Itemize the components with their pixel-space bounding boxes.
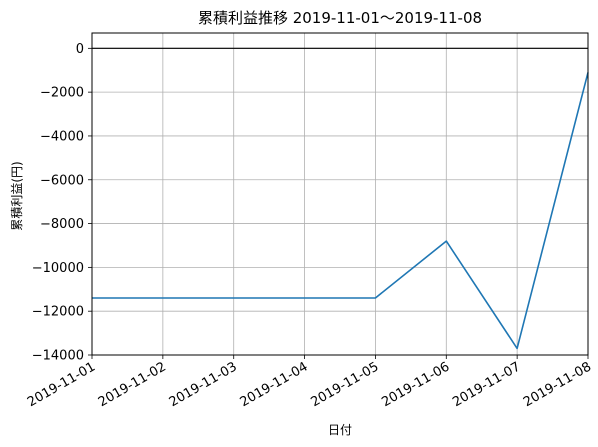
x-tick-label: 2019-11-03 [167,359,240,410]
x-tick-label: 2019-11-08 [521,359,594,410]
y-tick-label: −2000 [40,86,84,101]
y-tick-label: −10000 [32,261,84,276]
x-tick-label: 2019-11-04 [238,359,311,410]
x-tick-label: 2019-11-01 [25,359,98,410]
x-axis-label: 日付 [328,423,352,437]
series-layer [92,72,589,350]
y-tick-label: −14000 [32,349,84,364]
x-axis-ticks: 2019-11-012019-11-022019-11-032019-11-04… [25,355,594,410]
y-axis-ticks: 0 −2000 −4000 −6000 −8000 −10000 −12000 −14000 [32,42,92,364]
x-tick-label: 2019-11-05 [308,359,381,410]
x-tick-label: 2019-11-02 [96,359,169,410]
plot-area-frame [91,32,589,356]
y-tick-label: −8000 [40,217,84,232]
grid-lines [91,33,589,356]
x-tick-label: 2019-11-07 [450,359,523,410]
y-tick-label: 0 [76,42,84,57]
y-tick-label: −12000 [32,305,84,320]
y-axis-label: 累積利益(円) [9,161,24,230]
series-line [92,72,589,350]
y-tick-label: −4000 [40,129,84,144]
x-tick-label: 2019-11-06 [379,359,452,410]
y-tick-label: −6000 [40,173,84,188]
chart-title: 累積利益推移 2019-11-01～2019-11-08 [198,9,482,27]
